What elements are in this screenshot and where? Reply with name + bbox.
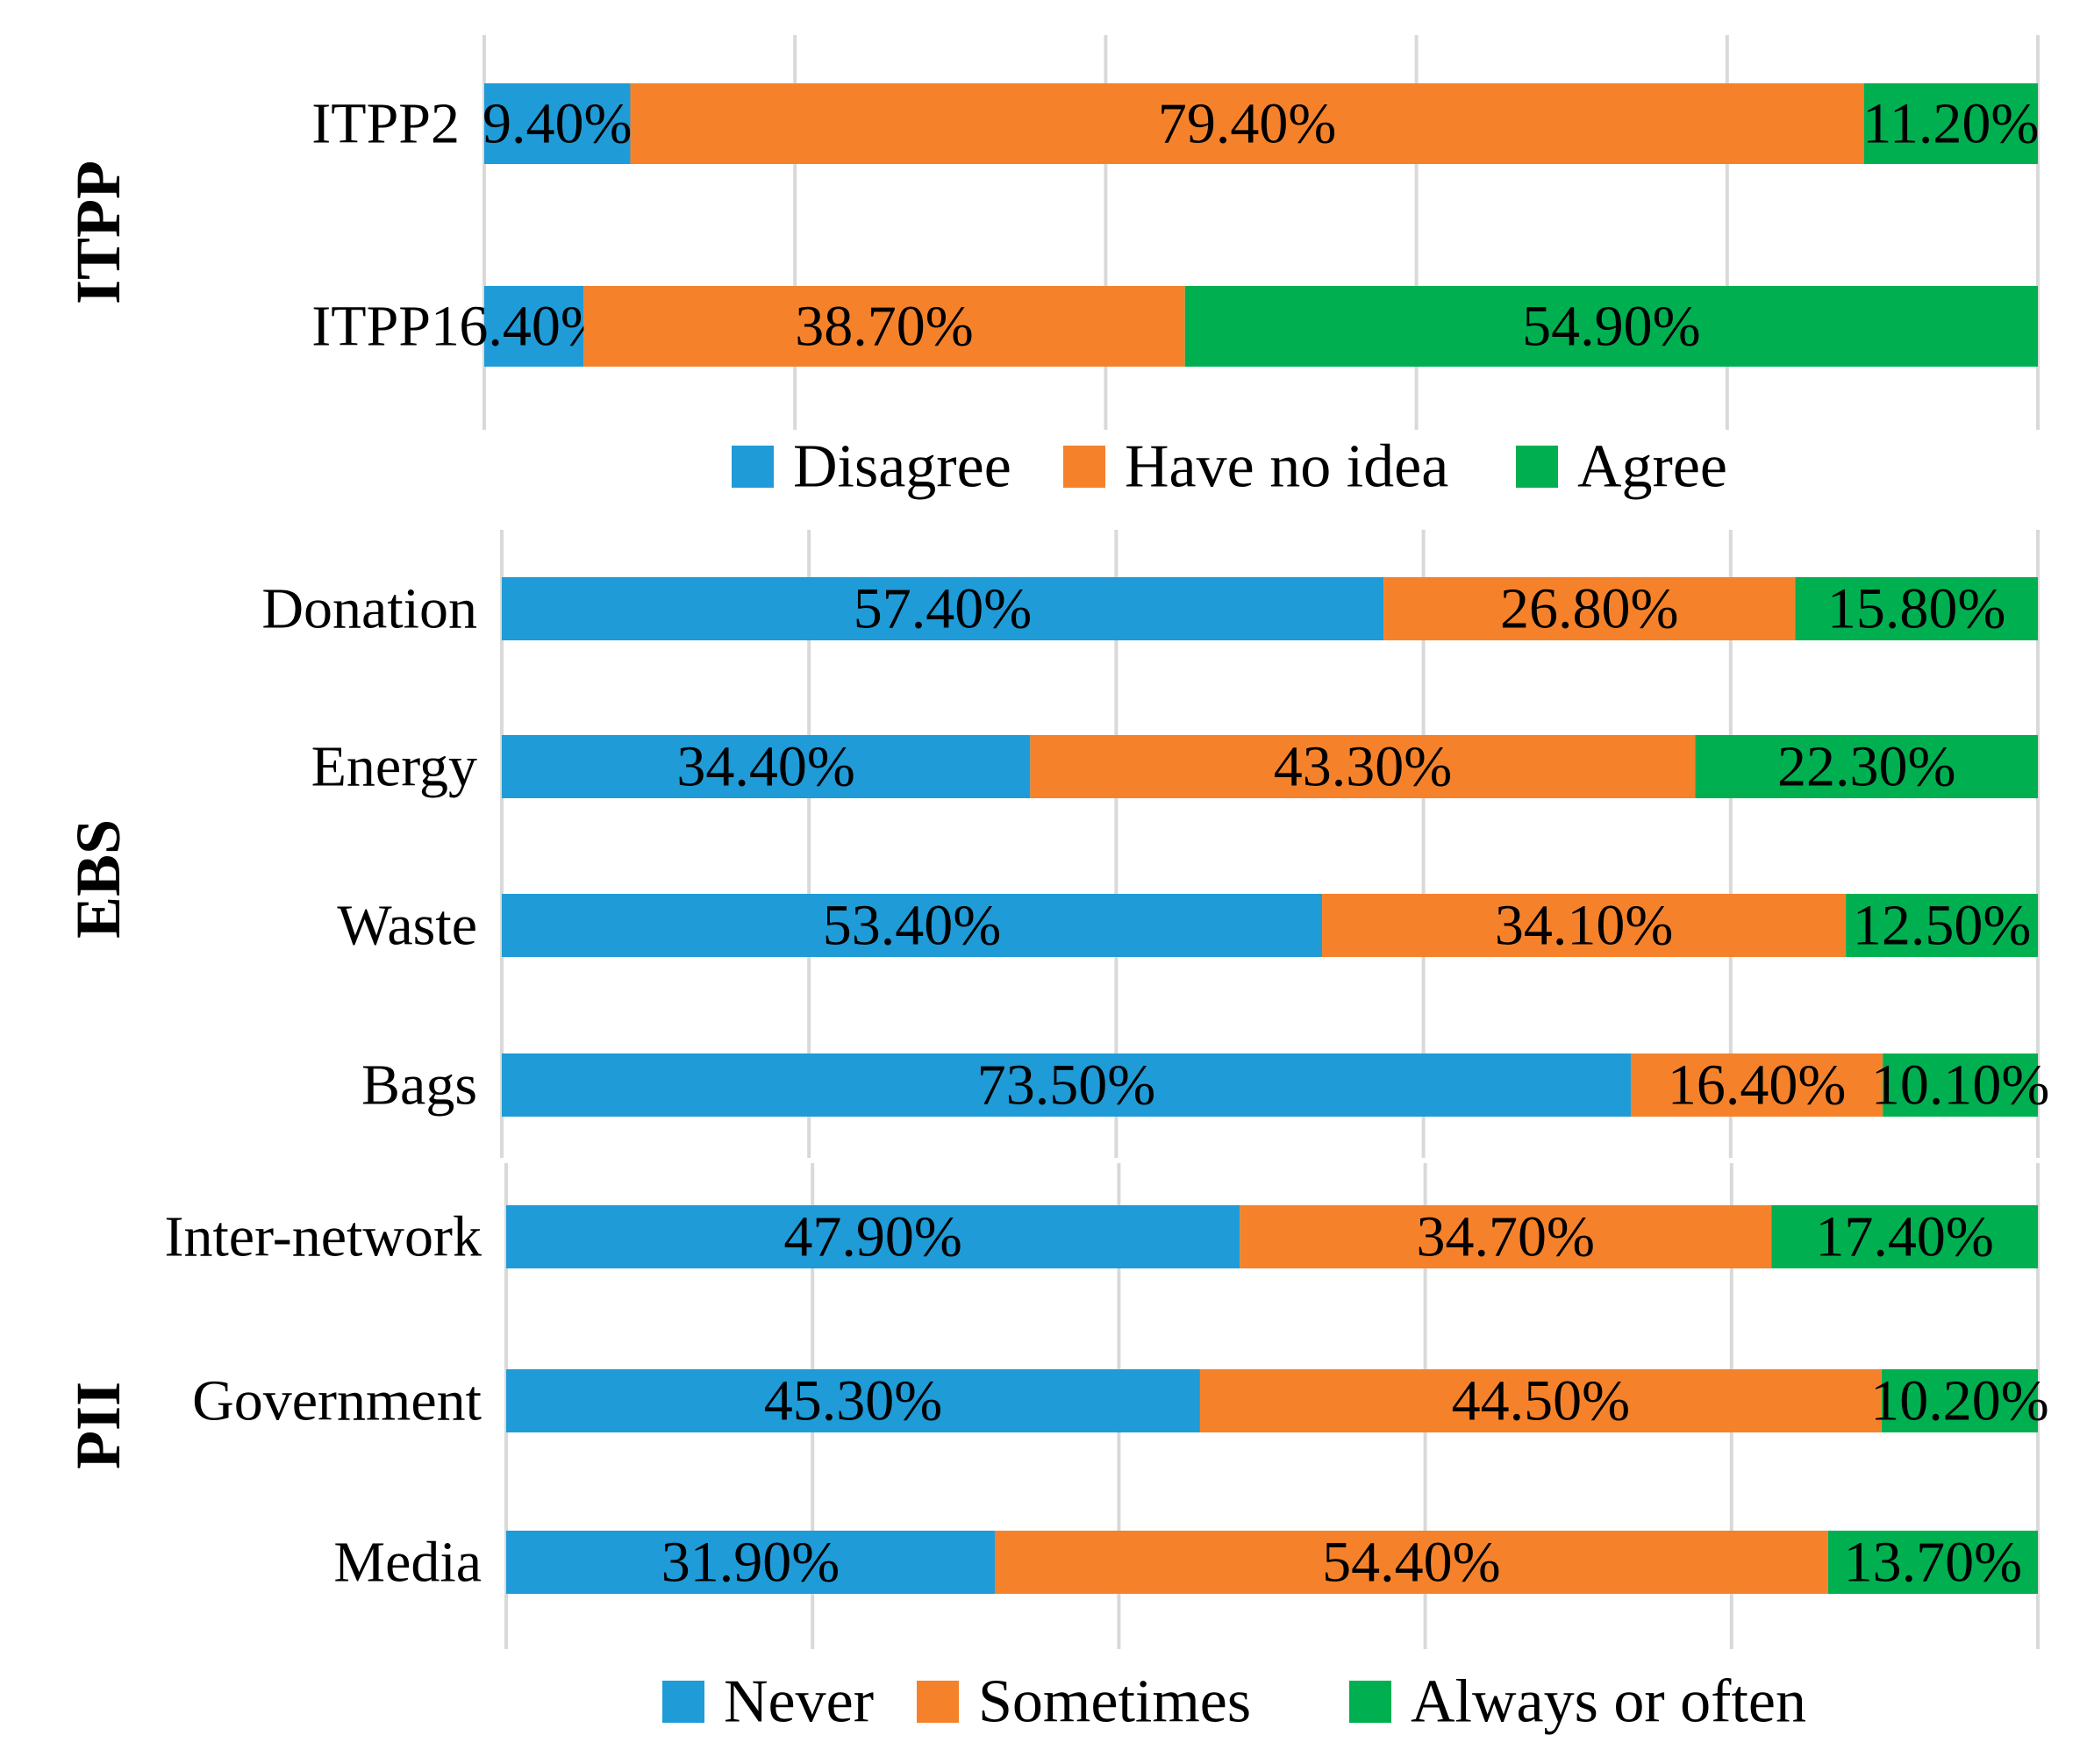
ebs-data-label-waste-sometimes: 34.10% <box>1495 894 1673 958</box>
itpp-data-label-itpp2-agree: 11.20% <box>1862 92 2039 156</box>
pii-legend-swatch-sometimes <box>917 1681 959 1723</box>
itpp-bar-itpp1-have-no-idea <box>583 286 1185 367</box>
ebs-data-label-bags-always-or-often: 10.10% <box>1871 1053 2049 1118</box>
ebs-bar-donation-always-or-often <box>1795 577 2038 640</box>
itpp-data-label-itpp1-have-no-idea: 38.70% <box>795 295 973 359</box>
pii-data-label-inter-network-always-or-often: 17.40% <box>1815 1205 1993 1269</box>
itpp-legend-label-have-no-idea: Have no idea <box>1125 433 1448 501</box>
itpp-category-label-itpp2: ITPP2 <box>311 92 460 156</box>
pii-data-label-inter-network-sometimes: 34.70% <box>1417 1205 1595 1269</box>
ebs-category-label-donation: Donation <box>261 577 477 641</box>
itpp-legend-swatch-disagree <box>732 446 774 488</box>
pii-bar-media-never <box>506 1531 995 1594</box>
itpp-bar-itpp2-have-no-idea <box>630 83 1864 164</box>
ebs-bar-bags-never <box>502 1053 1631 1117</box>
pii-data-label-government-never: 45.30% <box>764 1369 942 1433</box>
pii-group-label: PII <box>63 1382 133 1469</box>
pii-legend-label-always-or-often: Always or often <box>1411 1668 1806 1736</box>
ebs-bar-energy-never <box>502 735 1031 798</box>
itpp-legend-swatch-have-no-idea <box>1063 446 1105 488</box>
itpp-category-label-itpp1: ITPP1 <box>311 295 460 359</box>
ebs-data-label-waste-always-or-often: 12.50% <box>1853 894 2031 958</box>
pii-data-label-inter-network-never: 47.90% <box>783 1205 961 1269</box>
itpp-legend-swatch-agree <box>1516 446 1558 488</box>
ebs-bar-donation-never <box>502 577 1384 640</box>
ebs-bar-bags-always-or-often <box>1883 1053 2038 1117</box>
itpp-data-label-itpp1-agree: 54.90% <box>1522 295 1700 359</box>
pii-legend-swatch-always-or-often <box>1349 1681 1391 1723</box>
itpp-bar-itpp2-disagree <box>484 83 631 164</box>
ebs-group-label: EBS <box>63 819 133 939</box>
ebs-bar-energy-sometimes <box>1030 735 1696 798</box>
pii-bar-inter-network-never <box>506 1205 1240 1268</box>
pii-bar-media-always-or-often <box>1827 1531 2038 1594</box>
pii-data-label-media-sometimes: 54.40% <box>1322 1531 1500 1595</box>
pii-legend-swatch-never <box>662 1681 704 1723</box>
ebs-bar-energy-always-or-often <box>1695 735 2038 798</box>
pii-bar-inter-network-sometimes <box>1240 1205 1772 1268</box>
pii-category-label-government: Government <box>192 1369 482 1433</box>
ebs-data-label-energy-sometimes: 43.30% <box>1274 735 1452 799</box>
ebs-data-label-energy-never: 34.40% <box>676 735 854 799</box>
itpp-group-label: ITPP <box>63 161 133 304</box>
ebs-data-label-donation-always-or-often: 15.80% <box>1827 577 2005 641</box>
pii-data-label-government-always-or-often: 10.20% <box>1870 1369 2048 1433</box>
ebs-bar-waste-always-or-often <box>1846 894 2038 957</box>
ebs-data-label-donation-never: 57.40% <box>854 577 1032 641</box>
pii-bar-government-never <box>506 1369 1200 1432</box>
pii-category-label-media: Media <box>333 1531 482 1595</box>
itpp-bar-itpp1-agree <box>1184 286 2038 367</box>
pii-category-label-inter-network: Inter-network <box>164 1205 482 1269</box>
ebs-data-label-bags-sometimes: 16.40% <box>1668 1053 1846 1118</box>
pii-data-label-government-sometimes: 44.50% <box>1452 1369 1630 1433</box>
ebs-data-label-bags-never: 73.50% <box>977 1053 1155 1118</box>
itpp-data-label-itpp2-have-no-idea: 79.40% <box>1158 92 1336 156</box>
ebs-bar-waste-sometimes <box>1322 894 1847 957</box>
pii-legend-label-never: Never <box>724 1668 874 1736</box>
pii-data-label-media-always-or-often: 13.70% <box>1844 1531 2022 1595</box>
pii-bar-inter-network-always-or-often <box>1771 1205 2038 1268</box>
ebs-category-label-waste: Waste <box>337 894 477 958</box>
pii-bar-media-sometimes <box>994 1531 1828 1594</box>
itpp-data-label-itpp2-disagree: 9.40% <box>482 92 632 156</box>
pii-data-label-media-never: 31.90% <box>661 1531 840 1595</box>
pii-legend-label-sometimes: Sometimes <box>978 1668 1251 1736</box>
itpp-bar-itpp2-agree <box>1863 83 2038 164</box>
ebs-category-label-bags: Bags <box>361 1053 477 1118</box>
ebs-data-label-donation-sometimes: 26.80% <box>1500 577 1678 641</box>
pii-bar-government-sometimes <box>1199 1369 1882 1432</box>
ebs-data-label-waste-never: 53.40% <box>823 894 1001 958</box>
ebs-data-label-energy-always-or-often: 22.30% <box>1777 735 1955 799</box>
ebs-bar-bags-sometimes <box>1630 1053 1883 1117</box>
itpp-bar-itpp1-disagree <box>484 286 584 367</box>
ebs-category-label-energy: Energy <box>311 735 477 799</box>
itpp-legend-label-disagree: Disagree <box>793 433 1011 501</box>
itpp-legend-label-agree: Agree <box>1577 433 1727 501</box>
ebs-bar-waste-never <box>502 894 1323 957</box>
ebs-bar-donation-sometimes <box>1383 577 1796 640</box>
pii-bar-government-always-or-often <box>1881 1369 2038 1432</box>
